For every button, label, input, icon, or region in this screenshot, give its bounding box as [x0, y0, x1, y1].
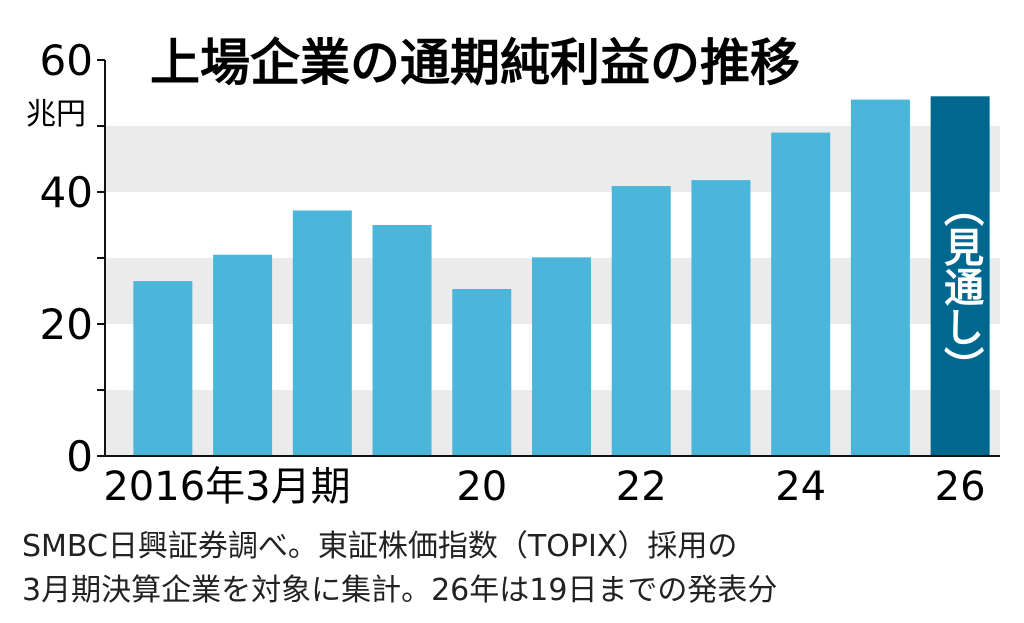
- bar: [452, 289, 512, 456]
- x-tick-label: 22: [616, 464, 667, 510]
- x-tick-label: 24: [775, 464, 826, 510]
- bar-series: [133, 96, 990, 457]
- x-tick-label: 26: [935, 464, 986, 510]
- source-note-line-1: SMBC日興証券調べ。東証株価指数（TOPIX）採用の: [22, 529, 737, 564]
- bar: [292, 210, 352, 456]
- y-tick-label: 20: [40, 300, 93, 349]
- x-tick-label: 20: [456, 464, 507, 510]
- y-axis-unit: 兆円: [26, 97, 86, 132]
- y-tick-label: 60: [40, 36, 93, 85]
- bar: [532, 257, 591, 456]
- chart-title: 上場企業の通期純利益の推移: [150, 34, 800, 92]
- bar: [372, 225, 432, 456]
- bar: [133, 281, 193, 456]
- x-axis-ticks: 2016年3月期 20 22 24 26: [103, 464, 985, 510]
- bar-forecast: [930, 96, 990, 457]
- bar: [850, 99, 910, 456]
- bar: [771, 132, 831, 456]
- y-axis-ticks: 0 20 40 60: [40, 36, 105, 481]
- y-tick-label: 0: [66, 432, 93, 481]
- grid-band: [105, 126, 1000, 192]
- forecast-label: （見通し）: [937, 186, 984, 386]
- source-note-line-2: 3月期決算企業を対象に集計。26年は19日までの発表分: [22, 573, 777, 608]
- bar: [691, 180, 751, 456]
- x-tick-label: 2016年3月期: [103, 464, 350, 510]
- y-tick-label: 40: [40, 168, 93, 217]
- bar: [611, 186, 671, 456]
- bar: [213, 254, 273, 456]
